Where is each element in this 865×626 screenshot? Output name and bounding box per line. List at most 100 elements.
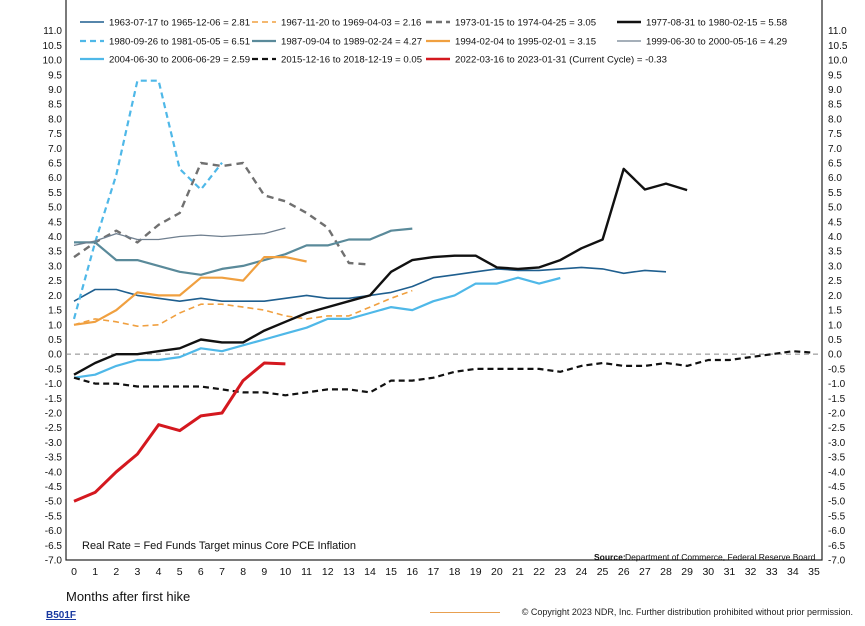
annotation-real-rate: Real Rate = Fed Funds Target minus Core …	[82, 540, 356, 552]
y-tick-label-left: -3.5	[45, 453, 63, 464]
y-tick-label-right: 2.0	[828, 291, 842, 302]
y-tick-label-left: -1.5	[45, 394, 63, 405]
x-tick-label: 25	[597, 566, 609, 578]
y-tick-label-right: 10.0	[828, 56, 848, 67]
x-tick-label: 13	[343, 566, 355, 578]
y-tick-label-right: -4.0	[828, 467, 846, 478]
y-tick-label-right: 8.0	[828, 114, 842, 125]
y-tick-label-right: 1.5	[828, 306, 842, 317]
legend-item-3: 1973-01-15 to 1974-04-25 = 3.05	[426, 18, 596, 29]
y-tick-label-right: 5.5	[828, 188, 842, 199]
y-tick-label-left: -2.5	[45, 423, 63, 434]
x-tick-label: 6	[198, 566, 204, 578]
legend-item-11: 2022-03-16 to 2023-01-31 (Current Cycle)…	[426, 55, 667, 66]
legend-item-8: 1999-06-30 to 2000-05-16 = 4.29	[617, 37, 787, 48]
y-tick-label-right: -1.5	[828, 394, 846, 405]
legend-item-9: 2004-06-30 to 2006-06-29 = 2.59	[80, 55, 250, 66]
y-tick-label-left: -1.0	[45, 379, 63, 390]
y-tick-label-left: -3.0	[45, 438, 63, 449]
y-tick-label-left: 5.5	[48, 188, 62, 199]
y-tick-label-left: 3.0	[48, 261, 62, 272]
legend-item-4: 1977-08-31 to 1980-02-15 = 5.58	[617, 18, 787, 29]
legend-item-2: 1967-11-20 to 1969-04-03 = 2.16	[252, 18, 421, 29]
y-tick-label-left: 6.0	[48, 173, 62, 184]
series-line-10	[73, 350, 815, 397]
x-tick-label: 17	[428, 566, 440, 578]
x-tick-label: 30	[702, 566, 714, 578]
footer-logo-mark	[430, 612, 500, 622]
x-tick-label: 15	[385, 566, 397, 578]
x-tick-label: 35	[808, 566, 820, 578]
y-axis-left: -7.0 -6.5 -6.0 -5.5 -5.0 -4.5 -4.0 -3.5 -3.0 -2.5…	[43, 26, 63, 566]
y-tick-label-right: -5.5	[828, 511, 846, 522]
x-tick-label: 20	[491, 566, 503, 578]
y-tick-label-right: 8.5	[828, 100, 842, 111]
y-tick-label-right: -2.0	[828, 408, 846, 419]
x-tick-label: 3	[135, 566, 141, 578]
y-tick-label-left: 9.5	[48, 70, 62, 81]
x-tick-label: 9	[261, 566, 267, 578]
y-tick-label-right: 11.0	[828, 26, 847, 37]
y-tick-label-left: 6.5	[48, 159, 62, 170]
y-tick-label-right: 5.0	[828, 203, 842, 214]
x-tick-label: 18	[449, 566, 461, 578]
x-tick-label: 32	[745, 566, 757, 578]
chart-code-link[interactable]: B501F	[46, 610, 77, 621]
y-tick-label-left: 2.5	[48, 276, 62, 287]
y-tick-label-left: -4.5	[45, 482, 63, 493]
x-tick-label: 7	[219, 566, 225, 578]
x-tick-label: 2	[113, 566, 119, 578]
y-tick-label-left: 4.0	[48, 232, 62, 243]
x-tick-label: 4	[156, 566, 162, 578]
legend-item-1: 1963-07-17 to 1965-12-06 = 2.81	[80, 18, 250, 29]
x-tick-label: 16	[406, 566, 418, 578]
legend-label: 1963-07-17 to 1965-12-06 = 2.81	[109, 18, 250, 29]
legend-label: 2004-06-30 to 2006-06-29 = 2.59	[109, 55, 250, 66]
x-tick-label: 22	[533, 566, 545, 578]
series-line-8	[73, 227, 286, 247]
x-tick-label: 8	[240, 566, 246, 578]
y-tick-label-right: 10.5	[828, 41, 848, 52]
y-tick-label-left: 5.0	[48, 203, 62, 214]
y-tick-label-right: -5.0	[828, 497, 846, 508]
series-line-3	[73, 161, 371, 266]
legend-item-10: 2015-12-16 to 2018-12-19 = 0.05	[252, 55, 422, 66]
y-tick-label-left: -2.0	[45, 408, 63, 419]
series-line-11	[73, 361, 286, 503]
y-tick-label-left: 8.0	[48, 114, 62, 125]
x-tick-label: 31	[724, 566, 736, 578]
x-tick-label: 12	[322, 566, 334, 578]
y-tick-label-right: 9.5	[828, 70, 842, 81]
y-tick-label-right: 4.5	[828, 217, 842, 228]
y-tick-label-right: -3.0	[828, 438, 846, 449]
y-tick-label-left: 7.5	[48, 129, 62, 140]
y-tick-label-right: -6.5	[828, 541, 846, 552]
x-tick-label: 34	[787, 566, 799, 578]
y-tick-label-right: 0.5	[828, 335, 842, 346]
series-line-5	[72, 79, 223, 320]
legend-label: 1977-08-31 to 1980-02-15 = 5.58	[646, 18, 787, 29]
y-tick-label-right: 3.5	[828, 247, 842, 258]
x-tick-label: 33	[766, 566, 778, 578]
source-label: Source:	[594, 552, 626, 562]
y-tick-label-right: 9.0	[828, 85, 842, 96]
x-tick-label: 10	[280, 566, 292, 578]
x-tick-label: 24	[576, 566, 588, 578]
y-tick-label-left: 1.5	[48, 306, 62, 317]
y-tick-label-right: 7.0	[828, 144, 842, 155]
legend-label: 1967-11-20 to 1969-04-03 = 2.16	[281, 18, 421, 29]
y-tick-label-left: 2.0	[48, 291, 62, 302]
legend-label: 1973-01-15 to 1974-04-25 = 3.05	[455, 18, 596, 29]
y-tick-label-right: -6.0	[828, 526, 846, 537]
y-axis-right: -7.0 -6.5 -6.0 -5.5 -5.0 -4.5 -4.0 -3.5 -3.0 -2.5…	[828, 26, 848, 566]
legend-label: 1987-09-04 to 1989-02-24 = 4.27	[281, 37, 422, 48]
y-tick-label-left: 11.0	[43, 26, 62, 37]
series-line-2	[73, 289, 413, 328]
x-tick-label: 14	[364, 566, 376, 578]
y-tick-label-left: 3.5	[48, 247, 62, 258]
y-tick-label-left: 10.5	[43, 41, 63, 52]
series-line-9	[73, 276, 561, 379]
x-tick-label: 19	[470, 566, 482, 578]
y-tick-label-left: 7.0	[48, 144, 62, 155]
series-line-6	[74, 227, 413, 276]
